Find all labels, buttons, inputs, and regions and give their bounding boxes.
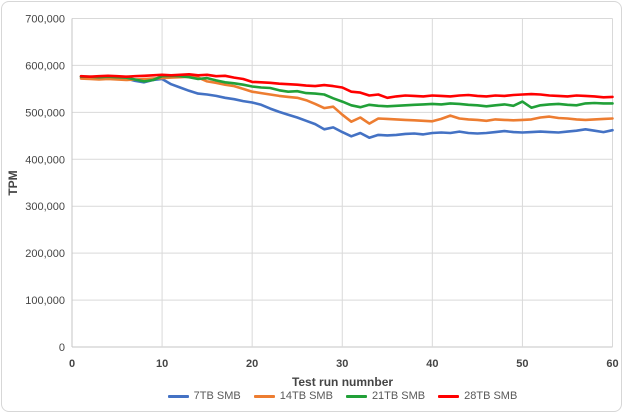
y-tick-label: 300,000 [25, 201, 65, 213]
y-tick-label: 0 [59, 342, 65, 354]
x-axis-title: Test run numnber [291, 375, 394, 389]
x-tick-label: 10 [156, 358, 168, 370]
series-line-21tb-smb [79, 74, 614, 109]
y-tick-label: 600,000 [25, 60, 65, 72]
x-tick-label: 40 [426, 358, 438, 370]
legend-item: 7TB SMB [167, 390, 241, 402]
series-line-14tb-smb [79, 75, 614, 125]
x-tick-label: 0 [69, 358, 75, 370]
legend-item: 21TB SMB [345, 390, 426, 402]
legend-swatch [345, 394, 367, 398]
legend-swatch [438, 394, 460, 398]
legend-item: 28TB SMB [438, 390, 517, 402]
y-tick-label: 400,000 [25, 154, 65, 166]
y-tick-label: 200,000 [25, 248, 65, 260]
y-tick-label: 700,000 [25, 14, 65, 26]
legend: 7TB SMB 14TB SMB 21TB SMB 28TB SMB [72, 390, 613, 402]
x-tick-label: 30 [336, 358, 348, 370]
legend-item: 14TB SMB [253, 390, 333, 402]
legend-swatch [253, 394, 275, 398]
x-tick-label: 60 [606, 358, 618, 370]
y-tick-label: 500,000 [25, 107, 65, 119]
legend-label: 21TB SMB [371, 390, 426, 402]
x-tick-label: 50 [516, 358, 528, 370]
x-tick-label: 20 [246, 358, 258, 370]
legend-label: 14TB SMB [279, 390, 333, 402]
y-axis-title: TPM [6, 170, 20, 196]
y-tick-label: 100,000 [25, 295, 65, 307]
legend-label: 28TB SMB [464, 390, 518, 402]
series-line-7tb-smb [79, 75, 614, 139]
legend-label: 7TB SMB [193, 390, 241, 402]
legend-swatch [167, 394, 189, 398]
series-line-28tb-smb [79, 73, 614, 100]
